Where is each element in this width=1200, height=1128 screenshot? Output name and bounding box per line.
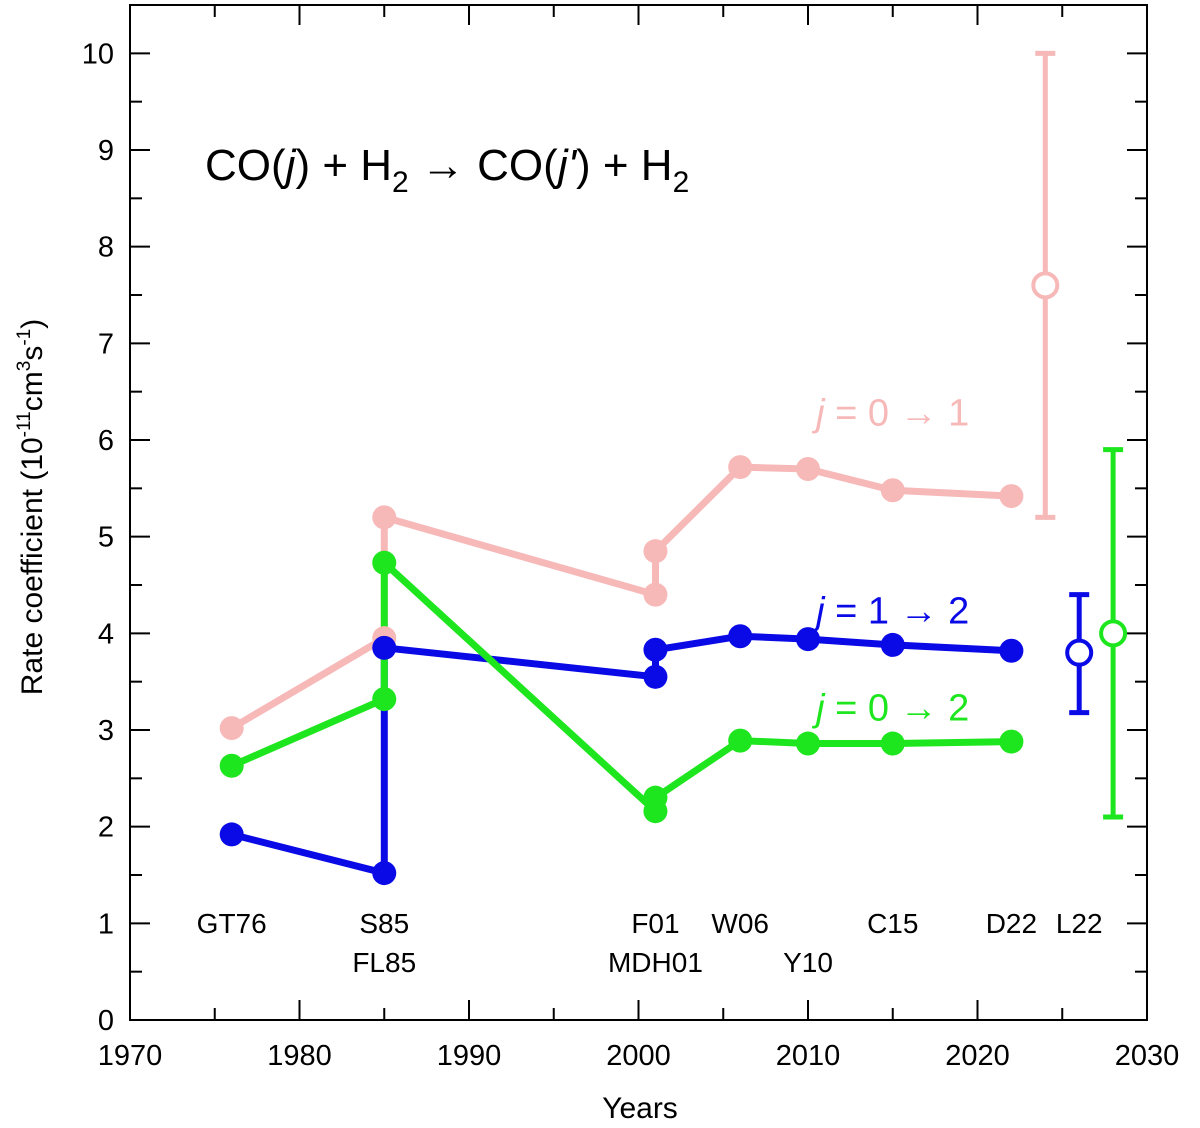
reference-label: D22	[986, 908, 1037, 939]
y-tick-label: 0	[98, 1005, 114, 1037]
axes-frame-group	[129, 4, 1148, 1021]
errorbar-point	[1031, 271, 1060, 300]
data-point	[880, 632, 905, 657]
data-point	[999, 729, 1024, 754]
reference-label: Y10	[783, 947, 833, 978]
x-tick-label: 2030	[1115, 1040, 1180, 1072]
data-point	[372, 505, 397, 530]
y-tick-label: 2	[98, 812, 114, 844]
reference-label: L22	[1056, 908, 1103, 939]
reference-label: S85	[359, 908, 409, 939]
x-tick-label: 1980	[267, 1040, 332, 1072]
data-point	[643, 799, 668, 824]
chart-title: CO(j) + H2 → CO(j') + H2	[205, 141, 689, 199]
data-point	[643, 539, 668, 564]
data-points-group	[219, 455, 1024, 886]
y-tick-label: 6	[98, 425, 114, 457]
y-tick-label: 4	[98, 618, 114, 650]
errorbars-group	[1031, 50, 1128, 820]
reference-label: C15	[867, 908, 918, 939]
data-point	[219, 822, 244, 847]
y-tick-label: 8	[98, 232, 114, 264]
data-point	[372, 861, 397, 886]
x-tick-label: 1990	[437, 1040, 502, 1072]
reference-label: F01	[631, 908, 679, 939]
series-label: j = 0 → 1	[811, 393, 969, 435]
y-tick-label: 9	[98, 135, 114, 167]
reference-label: MDH01	[608, 947, 703, 978]
data-point	[880, 731, 905, 756]
data-point	[643, 664, 668, 689]
data-point	[999, 638, 1024, 663]
text-group: CO(j) + H2 → CO(j') + H2 Years Rate coef…	[14, 38, 1179, 1125]
reference-label: GT76	[197, 908, 267, 939]
data-point	[796, 731, 820, 756]
x-tick-label: 2010	[776, 1040, 841, 1072]
y-tick-label: 3	[98, 715, 114, 747]
reference-label: FL85	[352, 947, 416, 978]
y-tick-label: 7	[98, 328, 114, 360]
x-tick-label: 2020	[945, 1040, 1010, 1072]
data-point	[796, 457, 820, 481]
data-point	[728, 455, 753, 480]
data-point	[728, 728, 753, 753]
data-point	[880, 478, 905, 503]
series-label: j = 1 → 2	[811, 591, 969, 633]
x-axis-title: Years	[602, 1092, 678, 1125]
data-point	[219, 753, 244, 778]
data-point	[643, 582, 668, 607]
y-axis-title: Rate coefficient (10-11cm3s-1)	[14, 319, 49, 695]
x-tick-label: 2000	[606, 1040, 671, 1072]
errorbar-point	[1065, 638, 1094, 667]
data-point	[999, 484, 1024, 509]
y-tick-label: 1	[98, 908, 114, 940]
data-point	[643, 637, 668, 662]
reference-label: W06	[711, 908, 769, 939]
data-point	[372, 550, 397, 575]
data-point	[728, 624, 753, 649]
data-point	[796, 627, 820, 652]
y-tick-label: 5	[98, 522, 114, 554]
x-tick-label: 1970	[98, 1040, 163, 1072]
data-point	[372, 635, 397, 660]
y-tick-label: 10	[82, 38, 114, 70]
series-label: j = 0 → 2	[811, 687, 969, 729]
errorbar-point	[1099, 619, 1128, 648]
data-point	[372, 687, 397, 712]
series-lines-group	[229, 463, 1012, 877]
data-point	[219, 716, 244, 741]
